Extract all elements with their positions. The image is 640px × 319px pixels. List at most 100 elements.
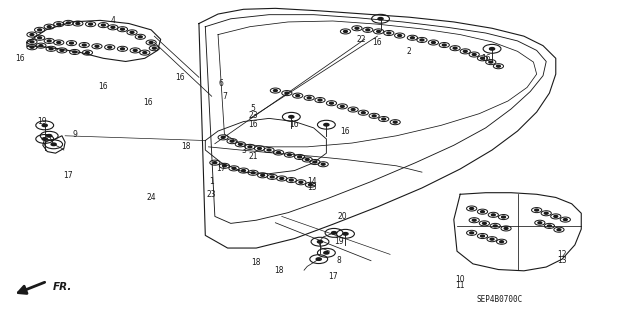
Circle shape bbox=[276, 152, 280, 153]
Circle shape bbox=[38, 37, 42, 39]
Text: FR.: FR. bbox=[52, 282, 72, 292]
Circle shape bbox=[30, 46, 34, 48]
Circle shape bbox=[481, 57, 484, 59]
Circle shape bbox=[397, 34, 401, 36]
Circle shape bbox=[101, 24, 105, 26]
Text: 8: 8 bbox=[337, 256, 342, 265]
Circle shape bbox=[267, 149, 271, 151]
Circle shape bbox=[472, 219, 476, 221]
Circle shape bbox=[248, 146, 252, 148]
Circle shape bbox=[420, 39, 424, 41]
Text: 16: 16 bbox=[143, 98, 153, 107]
Text: 16: 16 bbox=[372, 38, 382, 47]
Text: 18: 18 bbox=[274, 266, 284, 275]
Circle shape bbox=[324, 251, 329, 254]
Circle shape bbox=[285, 92, 289, 94]
Circle shape bbox=[394, 121, 397, 123]
Circle shape bbox=[324, 123, 329, 126]
Circle shape bbox=[387, 32, 391, 34]
Circle shape bbox=[377, 31, 381, 33]
Circle shape bbox=[382, 118, 386, 120]
Text: 19: 19 bbox=[36, 117, 46, 126]
Circle shape bbox=[120, 28, 124, 30]
Text: 9: 9 bbox=[72, 130, 77, 139]
Circle shape bbox=[355, 27, 359, 29]
Circle shape bbox=[307, 97, 311, 99]
Circle shape bbox=[497, 65, 500, 67]
Circle shape bbox=[535, 209, 539, 211]
Circle shape bbox=[42, 138, 47, 140]
Text: 16: 16 bbox=[481, 54, 490, 63]
Circle shape bbox=[362, 112, 365, 114]
Text: 4: 4 bbox=[111, 16, 115, 25]
Circle shape bbox=[372, 115, 376, 117]
Circle shape bbox=[152, 47, 156, 49]
Circle shape bbox=[223, 165, 227, 167]
Circle shape bbox=[472, 54, 476, 56]
Text: 18: 18 bbox=[181, 142, 191, 151]
Text: 17: 17 bbox=[63, 171, 73, 180]
Circle shape bbox=[221, 137, 225, 138]
Circle shape bbox=[67, 22, 70, 24]
Circle shape bbox=[490, 48, 495, 50]
Circle shape bbox=[492, 214, 495, 216]
Circle shape bbox=[289, 179, 293, 181]
Circle shape bbox=[60, 49, 64, 51]
Circle shape bbox=[366, 29, 370, 31]
Circle shape bbox=[49, 48, 53, 50]
Circle shape bbox=[270, 176, 274, 178]
Circle shape bbox=[340, 105, 344, 107]
Circle shape bbox=[299, 181, 303, 183]
Text: 5: 5 bbox=[251, 104, 255, 113]
Text: 20: 20 bbox=[337, 212, 347, 221]
Circle shape bbox=[239, 143, 243, 145]
Circle shape bbox=[30, 33, 34, 35]
Circle shape bbox=[317, 241, 323, 243]
Circle shape bbox=[232, 167, 236, 169]
Circle shape bbox=[83, 44, 86, 46]
Circle shape bbox=[296, 95, 300, 97]
Circle shape bbox=[47, 135, 52, 137]
Circle shape bbox=[289, 115, 294, 118]
Circle shape bbox=[273, 90, 277, 92]
Text: 18: 18 bbox=[252, 258, 261, 267]
Text: 16: 16 bbox=[340, 127, 350, 136]
Circle shape bbox=[42, 124, 47, 127]
Circle shape bbox=[138, 36, 142, 38]
Circle shape bbox=[242, 170, 246, 172]
Circle shape bbox=[38, 29, 42, 31]
Circle shape bbox=[260, 174, 264, 176]
Text: 22: 22 bbox=[356, 35, 366, 44]
Circle shape bbox=[351, 108, 355, 110]
Circle shape bbox=[502, 216, 506, 218]
Circle shape bbox=[470, 232, 474, 234]
Circle shape bbox=[316, 258, 321, 260]
Circle shape bbox=[86, 52, 90, 54]
Circle shape bbox=[280, 178, 284, 179]
Circle shape bbox=[57, 41, 61, 43]
Text: 15: 15 bbox=[308, 183, 317, 192]
Circle shape bbox=[133, 49, 137, 51]
Circle shape bbox=[490, 238, 494, 240]
Text: 14: 14 bbox=[308, 177, 317, 186]
Circle shape bbox=[481, 211, 484, 213]
Text: 24: 24 bbox=[147, 193, 156, 202]
Circle shape bbox=[39, 45, 43, 47]
Circle shape bbox=[313, 161, 317, 163]
Text: 2: 2 bbox=[407, 48, 412, 56]
Circle shape bbox=[493, 225, 497, 227]
Text: 16: 16 bbox=[175, 73, 184, 82]
Circle shape bbox=[230, 140, 234, 142]
Text: 17: 17 bbox=[216, 165, 226, 174]
Circle shape bbox=[481, 235, 484, 237]
Circle shape bbox=[120, 48, 124, 50]
Circle shape bbox=[431, 41, 435, 43]
Circle shape bbox=[557, 229, 561, 231]
Text: 21: 21 bbox=[248, 152, 258, 161]
Circle shape bbox=[308, 184, 312, 186]
Circle shape bbox=[143, 52, 147, 54]
Circle shape bbox=[410, 37, 414, 39]
Circle shape bbox=[89, 23, 93, 25]
Circle shape bbox=[453, 47, 457, 49]
Text: 16: 16 bbox=[99, 82, 108, 91]
